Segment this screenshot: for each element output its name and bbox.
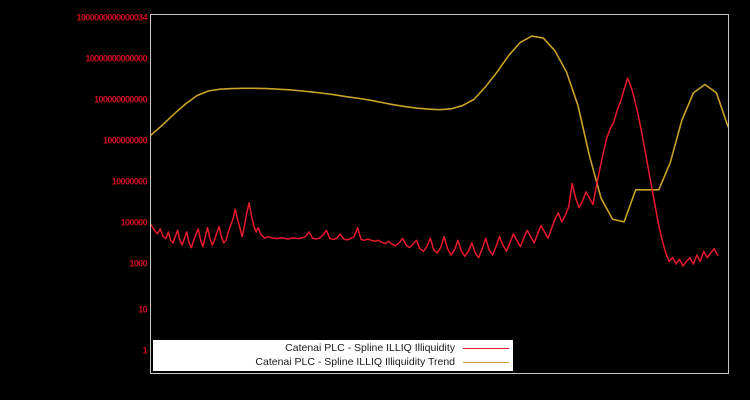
y-tick-label: 100000000000	[94, 94, 147, 105]
series-line-illiquidity	[151, 77, 719, 267]
legend-line-swatch-red	[463, 348, 509, 349]
plot-svg	[151, 35, 728, 267]
y-tick-label: 10	[138, 304, 147, 315]
legend-label: Catenai PLC - Spline ILLIQ Illiquidity T…	[255, 356, 455, 368]
y-tick-label: 10000000000000	[85, 53, 147, 64]
y-tick-label: 1000000000000034	[76, 12, 148, 23]
legend: Catenai PLC - Spline ILLIQ Illiquidity C…	[152, 339, 514, 372]
legend-line-swatch-yellow	[463, 362, 509, 363]
legend-label: Catenai PLC - Spline ILLIQ Illiquidity	[285, 342, 455, 354]
y-tick-label: 1000	[129, 258, 147, 269]
y-tick-label: 100000	[120, 217, 148, 228]
y-tick-label: 1	[142, 345, 148, 356]
y-tick-label: 1000000000	[102, 135, 148, 146]
y-tick-label: 10000000	[111, 176, 148, 187]
plot-area	[150, 14, 729, 374]
legend-entry-trend: Catenai PLC - Spline ILLIQ Illiquidity T…	[153, 356, 509, 370]
series-line-trend	[151, 35, 728, 223]
legend-entry-illiquidity: Catenai PLC - Spline ILLIQ Illiquidity	[153, 342, 509, 356]
